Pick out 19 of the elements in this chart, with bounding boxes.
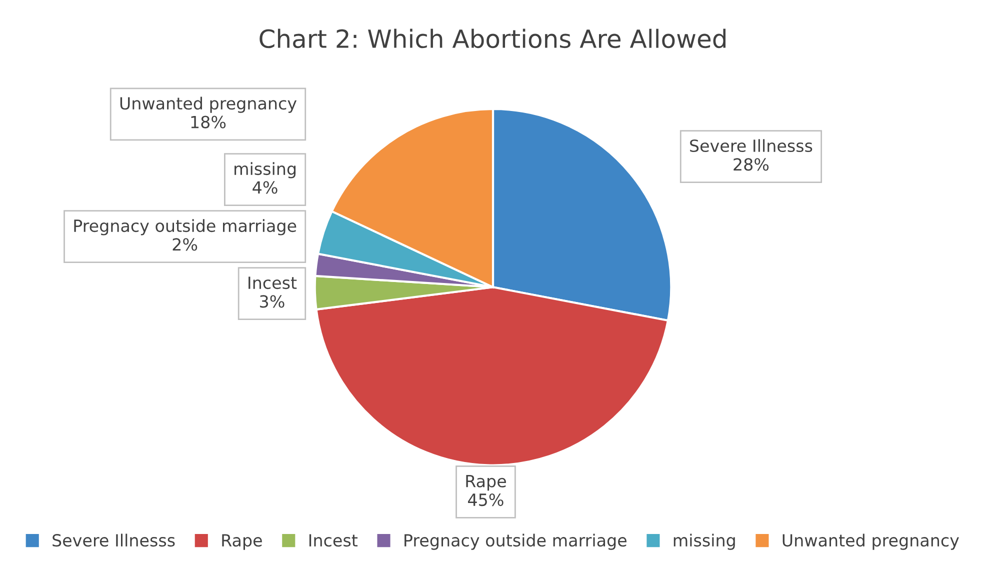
legend-label: Severe Illnesss [52,534,175,547]
slice-label: Incest [248,276,297,290]
slice-label: Unwanted pregnancy [120,96,297,113]
slice-label: Severe Illnesss [690,139,812,152]
legend-label: Pregnacy outside marriage [404,534,626,550]
data-label: 45% [468,493,504,506]
data-label: 18% [191,116,226,128]
data-label: 28% [734,158,769,171]
legend-label: missing [674,534,735,550]
slice-label: Pregnacy outside marriage [74,219,296,236]
data-label: 2% [172,238,198,251]
chart-title: Chart 2: Which Abortions Are Allowed [260,28,726,48]
slice-label: Rape [466,475,506,491]
slice-label: missing [234,162,296,178]
data-label: 3% [260,295,284,308]
legend-label: Incest [309,534,358,547]
data-label: 4% [252,181,278,194]
legend-label: Rape [222,534,262,550]
legend-label: Unwanted pregnancy [782,534,959,550]
